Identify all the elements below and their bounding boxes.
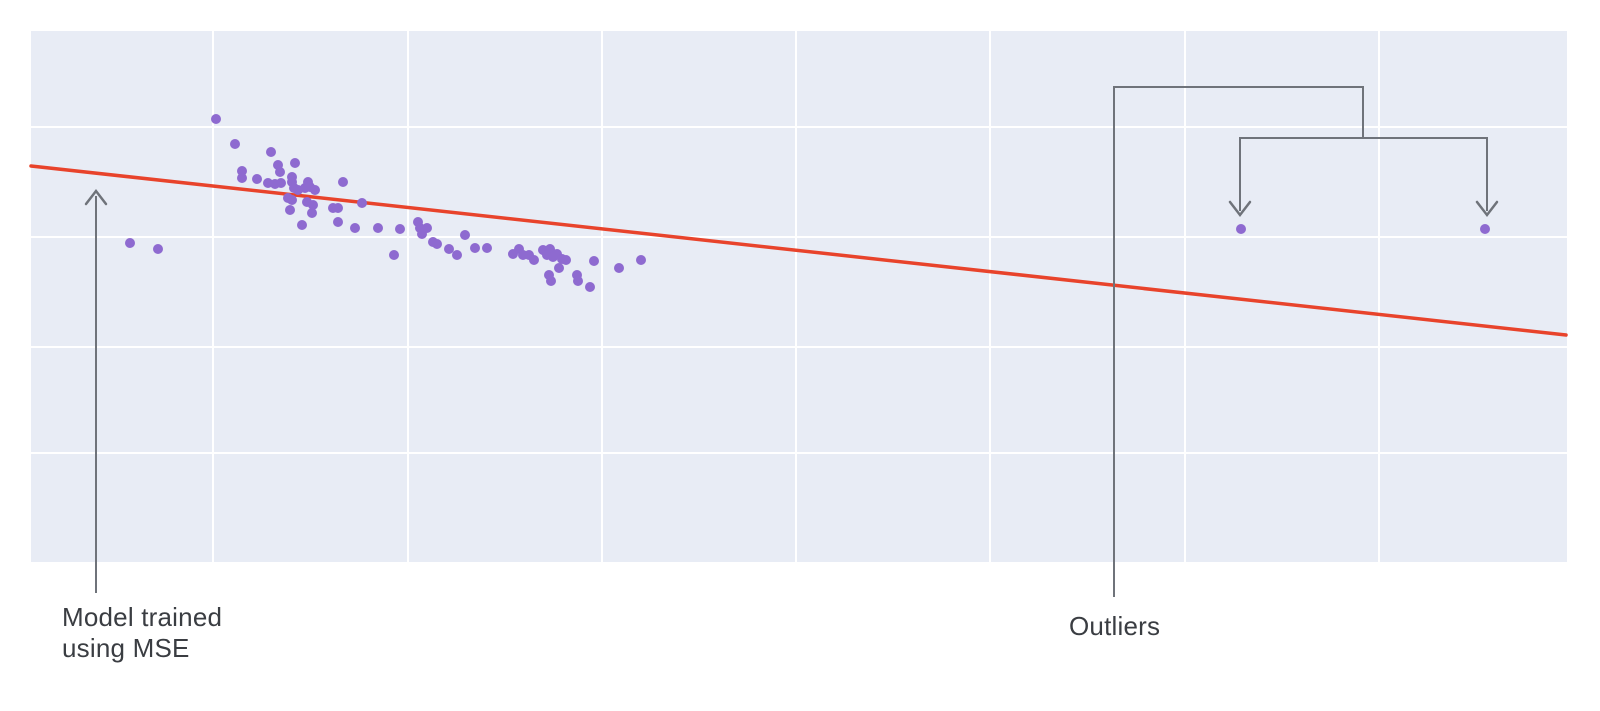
scatter-point xyxy=(297,220,307,230)
annotation-model-mse-label: Model trained using MSE xyxy=(62,602,222,664)
scatter-point xyxy=(573,276,583,286)
scatter-point xyxy=(153,244,163,254)
annotation-model-mse-line1: Model trained xyxy=(62,602,223,632)
outliers-bracket-stem xyxy=(1113,86,1364,597)
scatter-point xyxy=(529,255,539,265)
scatter-point xyxy=(460,230,470,240)
scatter-point xyxy=(237,173,247,183)
scatter-point xyxy=(545,244,555,254)
scatter-point xyxy=(333,203,343,213)
annotation-model-mse-line2: using MSE xyxy=(62,633,190,663)
scatter-point xyxy=(589,256,599,266)
scatter-point xyxy=(338,177,348,187)
scatter-point xyxy=(266,147,276,157)
scatter-point xyxy=(432,239,442,249)
outlier-point xyxy=(1480,224,1490,234)
outlier-right-arrowhead xyxy=(1475,200,1499,218)
scatter-point xyxy=(546,276,556,286)
scatter-point xyxy=(308,200,318,210)
scatter-point xyxy=(125,238,135,248)
scatter-point xyxy=(585,282,595,292)
outlier-left-arrowhead xyxy=(1228,200,1252,218)
scatter-point xyxy=(252,174,262,184)
outliers-bracket-bar xyxy=(1239,137,1488,211)
scatter-point xyxy=(561,255,571,265)
annotation-outliers-label: Outliers xyxy=(1069,611,1161,641)
scatter-point xyxy=(395,224,405,234)
scatter-point xyxy=(357,198,367,208)
scatter-point xyxy=(614,263,624,273)
mse-arrowhead xyxy=(84,188,108,206)
scatter-point xyxy=(310,185,320,195)
scatter-point xyxy=(422,223,432,233)
scatter-point xyxy=(276,178,286,188)
scatter-point xyxy=(290,158,300,168)
scatter-point xyxy=(444,244,454,254)
scatter-point xyxy=(285,205,295,215)
scatter-point xyxy=(452,250,462,260)
scatter-point xyxy=(373,223,383,233)
scatter-point xyxy=(211,114,221,124)
scatter-point xyxy=(275,167,285,177)
scatter-point xyxy=(636,255,646,265)
scatter-point xyxy=(307,208,317,218)
plot-background xyxy=(31,31,1567,562)
scatter-point xyxy=(333,217,343,227)
outlier-point xyxy=(1236,224,1246,234)
scatter-point xyxy=(230,139,240,149)
scatter-point xyxy=(237,166,247,176)
scatter-point xyxy=(482,243,492,253)
scatter-point xyxy=(389,250,399,260)
scatter-point xyxy=(470,243,480,253)
scatter-point xyxy=(287,195,297,205)
scatter-point xyxy=(350,223,360,233)
scatter-point xyxy=(554,263,564,273)
